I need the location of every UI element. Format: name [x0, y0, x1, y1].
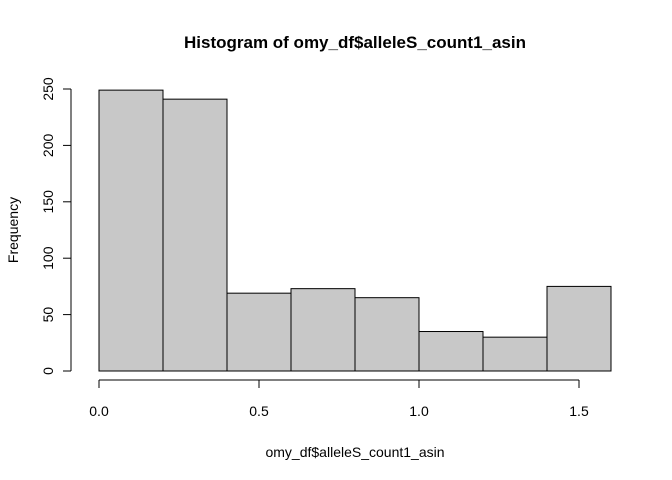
histogram-bar-3 — [226, 292, 292, 372]
histogram-bar-1 — [98, 89, 164, 372]
histogram-bar-8 — [546, 285, 612, 372]
histogram-bars — [98, 89, 612, 372]
x-axis: 0.0 0.5 1.0 1.5 — [89, 379, 589, 419]
y-tick-label: 250 — [40, 77, 56, 101]
x-tick-label: 1.0 — [409, 403, 429, 419]
y-axis: 0 50 100 150 200 250 — [40, 77, 72, 375]
y-tick-label: 150 — [40, 190, 56, 214]
y-tick-label: 200 — [40, 134, 56, 158]
x-tick-label: 1.5 — [569, 403, 589, 419]
x-axis-label: omy_df$alleleS_count1_asin — [265, 444, 444, 460]
histogram-bar-2 — [162, 98, 228, 372]
histogram-bar-7 — [482, 336, 548, 372]
y-tick-label: 0 — [40, 367, 56, 375]
histogram-bar-6 — [418, 331, 484, 372]
x-tick-label: 0.0 — [89, 403, 109, 419]
chart-title: Histogram of omy_df$alleleS_count1_asin — [184, 33, 526, 52]
x-tick-label: 0.5 — [249, 403, 269, 419]
y-axis-label: Frequency — [5, 197, 21, 263]
histogram-bar-4 — [290, 288, 356, 372]
histogram-bar-5 — [354, 297, 420, 372]
y-tick-label: 50 — [40, 307, 56, 323]
y-tick-label: 100 — [40, 246, 56, 270]
